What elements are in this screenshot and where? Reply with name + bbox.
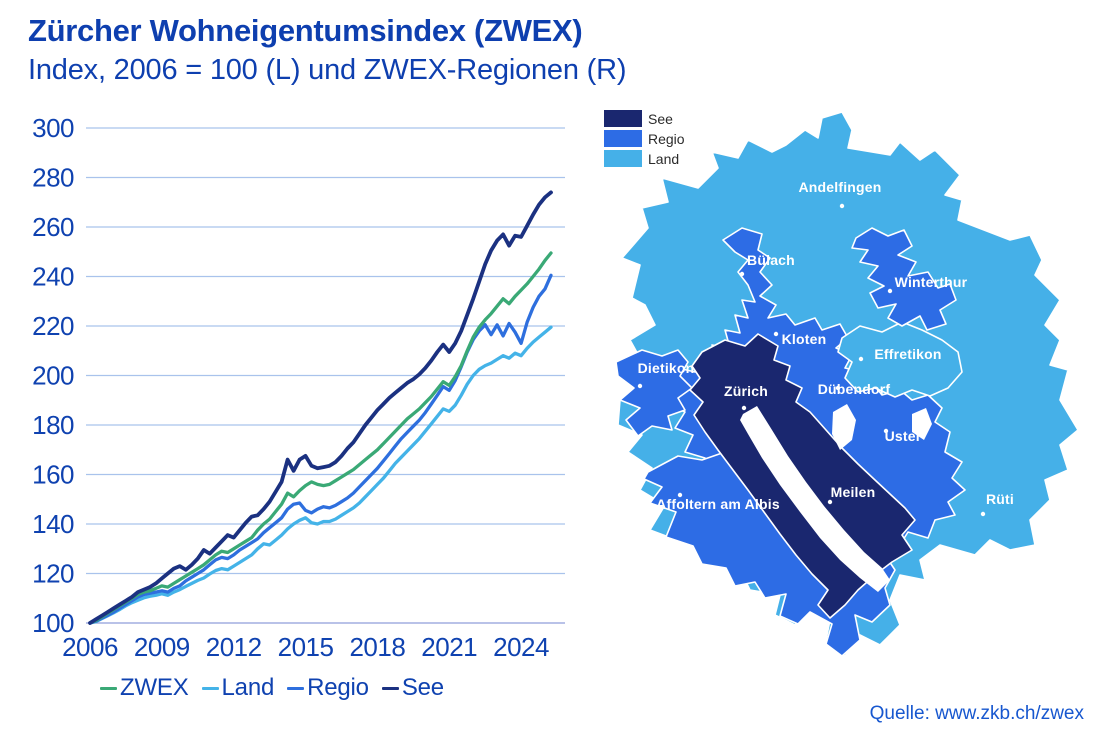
series-line-see [88, 190, 553, 625]
x-tick-label: 2024 [493, 632, 549, 662]
town-dot [883, 428, 889, 434]
town-dot [773, 331, 779, 337]
map-legend-label: Land [648, 151, 679, 167]
town-dot [677, 492, 683, 498]
y-tick-label: 240 [32, 262, 74, 292]
town-dot [827, 499, 833, 505]
town-label: Dietikon [638, 360, 695, 376]
lake-greifensee [832, 404, 856, 450]
series-line-zwex [88, 251, 553, 625]
y-tick-label: 200 [32, 361, 74, 391]
source-note: Quelle: www.zkb.ch/zwex [869, 703, 1084, 724]
legend-item-see: See [381, 674, 444, 702]
map-legend-label: Regio [648, 131, 685, 147]
x-tick-label: 2012 [206, 632, 262, 662]
y-tick-label: 180 [32, 410, 74, 440]
town-label: Bülach [747, 252, 795, 268]
town-label: Kloten [782, 331, 827, 347]
y-tick-label: 220 [32, 311, 74, 341]
town-label: Uster [885, 428, 922, 444]
x-tick-label: 2015 [278, 632, 334, 662]
town-dot [637, 383, 643, 389]
town-label: Affoltern am Albis [656, 496, 780, 512]
region-map: See Regio Land Andelfingen Bülach Winterthur… [604, 110, 1079, 657]
lake-zuerichsee [740, 406, 890, 592]
town-dot [858, 356, 864, 362]
page-subtitle: Index, 2006 = 100 (L) und ZWEX-Regionen … [28, 53, 627, 86]
town-dot [980, 511, 986, 517]
legend-dash [381, 686, 399, 690]
legend-dash [287, 686, 305, 690]
y-tick-label: 260 [32, 212, 74, 242]
town-dot [739, 271, 745, 277]
x-tick-label: 2021 [421, 632, 477, 662]
lake-pfaeffikersee [912, 408, 932, 440]
town-dot [839, 203, 845, 209]
series-line-land [88, 325, 553, 625]
header: Zürcher Wohneigentumsindex (ZWEX) Index,… [28, 12, 627, 88]
region-map-panel: See Regio Land Andelfingen Bülach Winterthur… [590, 100, 1094, 730]
series-line-regio [88, 273, 553, 625]
index-chart: 100 120 140 160 180 200 220 240 260 280 300 2006 200… [32, 113, 565, 662]
x-tick-label: 2009 [134, 632, 190, 662]
map-town-labels: Andelfingen Bülach Winterthur Kloten Effreti… [637, 179, 1014, 517]
map-legend-swatch-see [604, 110, 642, 127]
town-label: Winterthur [895, 274, 968, 290]
town-dot [741, 405, 747, 411]
town-label: Meilen [831, 484, 876, 500]
town-label: Zürich [724, 383, 768, 399]
legend-label: ZWEX [120, 674, 189, 701]
index-chart-panel: 100 120 140 160 180 200 220 240 260 280 300 2006 200… [0, 108, 575, 668]
town-dot [887, 288, 893, 294]
town-dot [835, 385, 841, 391]
x-tick-label: 2018 [349, 632, 405, 662]
x-tick-label: 2006 [62, 632, 118, 662]
map-legend-swatch-land [604, 150, 642, 167]
legend-item-regio: Regio [287, 674, 369, 702]
y-tick-label: 120 [32, 559, 74, 589]
map-legend-label: See [648, 111, 673, 127]
legend-item-land: Land [201, 674, 275, 702]
legend-label: Regio [307, 674, 369, 701]
legend-dash [100, 686, 117, 690]
y-tick-label: 100 [32, 608, 74, 638]
legend-label: See [401, 674, 444, 701]
legend-label: Land [221, 674, 275, 701]
y-tick-label: 160 [32, 460, 74, 490]
region-regio-winterthur [851, 227, 957, 331]
chart-legend: ZWEX Land Regio See [100, 674, 444, 702]
town-label: Andelfingen [798, 179, 881, 195]
town-label: Effretikon [874, 346, 941, 362]
legend-item-zwex: ZWEX [100, 674, 189, 702]
town-label: Rüti [986, 491, 1014, 507]
map-legend-swatch-regio [604, 130, 642, 147]
town-label: Dübendorf [818, 381, 891, 397]
map-legend: See Regio Land [604, 110, 685, 167]
page-title: Zürcher Wohneigentumsindex (ZWEX) [28, 13, 583, 48]
y-tick-label: 280 [32, 163, 74, 193]
y-tick-label: 140 [32, 509, 74, 539]
y-tick-label: 300 [32, 113, 74, 143]
legend-dash [201, 686, 219, 690]
region-regio-dietikon [615, 349, 693, 437]
